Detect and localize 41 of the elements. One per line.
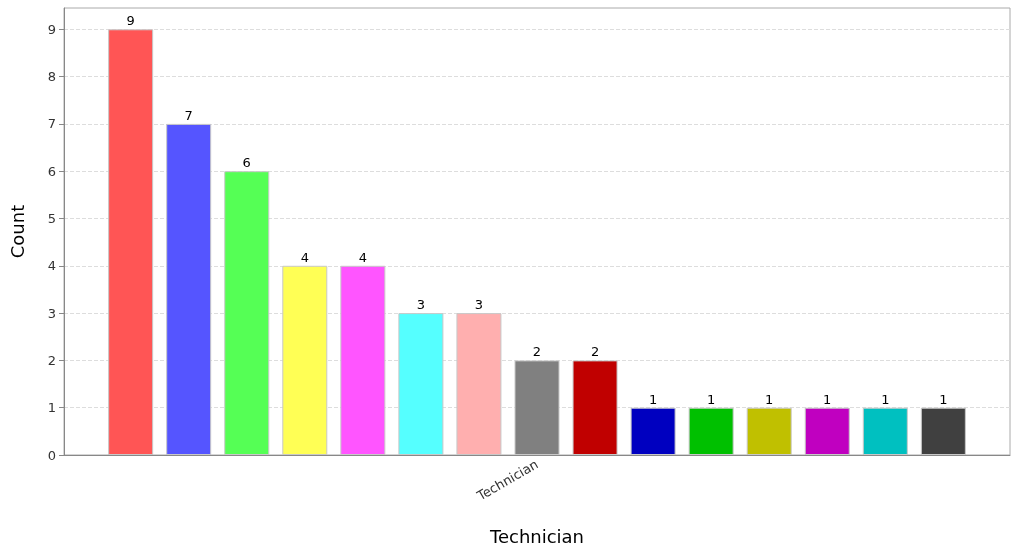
bar — [166, 123, 212, 455]
y-tick-label: 1 — [47, 400, 56, 416]
bar — [572, 360, 618, 455]
y-tick-label: 8 — [47, 69, 56, 85]
bar — [804, 407, 850, 455]
data-label: 1 — [939, 391, 948, 407]
y-tick-label: 3 — [47, 305, 56, 321]
bar — [746, 407, 792, 455]
data-label: 2 — [590, 344, 600, 360]
data-label: 1 — [648, 391, 658, 407]
y-axis-title: Count — [6, 204, 28, 259]
data-label: 2 — [532, 344, 542, 360]
data-label: 3 — [416, 297, 426, 313]
y-tick-label: 2 — [47, 352, 56, 368]
data-label: 1 — [823, 391, 832, 407]
y-tick-label: 6 — [47, 163, 56, 179]
bar — [456, 313, 502, 455]
bar — [282, 265, 328, 455]
bar — [224, 171, 270, 455]
data-label: 7 — [184, 107, 193, 123]
y-tick-label: 5 — [47, 210, 56, 226]
bar — [862, 407, 908, 455]
y-tick-label: 0 — [47, 447, 56, 463]
bar — [688, 407, 734, 455]
x-axis-title: Technician — [488, 525, 585, 547]
data-label: 3 — [474, 297, 484, 313]
bar — [630, 407, 676, 455]
y-tick-label: 9 — [47, 21, 56, 37]
bar — [108, 29, 154, 455]
data-label: 1 — [765, 391, 774, 407]
data-label: 6 — [242, 155, 251, 171]
bar — [340, 265, 386, 455]
bar — [398, 313, 444, 455]
data-label: 1 — [881, 391, 890, 407]
data-label: 9 — [126, 13, 135, 29]
y-tick-label: 7 — [47, 116, 56, 132]
data-label: 4 — [300, 249, 309, 265]
data-label: 1 — [707, 391, 716, 407]
bar — [920, 407, 966, 455]
data-label: 4 — [358, 249, 367, 265]
y-tick-label: 4 — [47, 258, 56, 274]
